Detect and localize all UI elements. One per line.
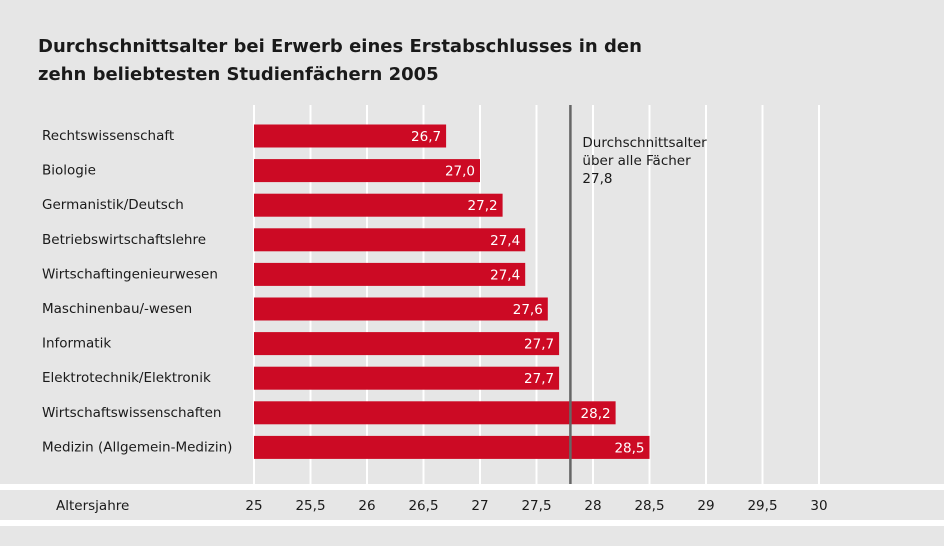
axis-band xyxy=(0,490,944,520)
y-tick-label: Medizin (Allgemein-Medizin) xyxy=(42,439,232,455)
bar-value-label: 27,7 xyxy=(524,337,554,353)
x-tick-label: 29 xyxy=(697,498,714,514)
x-tick-label: 28 xyxy=(584,498,601,514)
bar xyxy=(254,332,560,356)
chart-title: Durchschnittsalter bei Erwerb eines Erst… xyxy=(38,36,642,57)
y-tick-label: Germanistik/Deutsch xyxy=(42,197,184,213)
footer-band xyxy=(0,526,944,546)
bar xyxy=(254,366,560,390)
bar xyxy=(254,435,650,459)
bar-value-label: 27,4 xyxy=(490,267,520,283)
x-axis-label: Altersjahre xyxy=(56,498,129,514)
y-tick-label: Maschinenbau/-wesen xyxy=(42,301,192,317)
bar xyxy=(254,159,480,183)
y-tick-label: Elektrotechnik/Elektronik xyxy=(42,370,211,386)
reference-text: Durchschnittsalter xyxy=(582,135,707,151)
x-tick-label: 26 xyxy=(358,498,375,514)
bar xyxy=(254,401,616,425)
x-tick-label: 26,5 xyxy=(408,498,438,514)
y-tick-label: Biologie xyxy=(42,163,96,179)
x-tick-label: 28,5 xyxy=(634,498,664,514)
bar-value-label: 27,2 xyxy=(468,198,498,214)
bar-value-label: 27,7 xyxy=(524,371,554,387)
y-tick-label: Wirtschaftswissenschaften xyxy=(42,405,221,421)
y-tick-label: Wirtschaftingenieurwesen xyxy=(42,266,218,282)
bar xyxy=(254,297,548,321)
y-tick-label: Rechtswissenschaft xyxy=(42,128,174,144)
x-tick-label: 27,5 xyxy=(521,498,551,514)
bar-value-label: 28,2 xyxy=(581,406,611,422)
chart-title: zehn beliebtesten Studienfächern 2005 xyxy=(38,64,439,85)
bar xyxy=(254,228,526,252)
bar-value-label: 27,4 xyxy=(490,233,520,249)
x-tick-label: 25,5 xyxy=(295,498,325,514)
bar-value-label: 27,0 xyxy=(445,164,475,180)
reference-text: über alle Fächer xyxy=(582,153,691,169)
bar xyxy=(254,124,447,148)
x-tick-label: 25 xyxy=(245,498,262,514)
x-tick-label: 30 xyxy=(810,498,827,514)
x-tick-label: 27 xyxy=(471,498,488,514)
bar-value-label: 28,5 xyxy=(614,440,644,456)
x-tick-label: 29,5 xyxy=(747,498,777,514)
y-tick-label: Betriebswirtschaftslehre xyxy=(42,232,206,248)
bar-value-label: 27,6 xyxy=(513,302,543,318)
reference-value: 27,8 xyxy=(582,171,612,187)
bar-value-label: 26,7 xyxy=(411,129,441,145)
bar xyxy=(254,262,526,286)
y-tick-label: Informatik xyxy=(42,336,111,352)
bar xyxy=(254,193,503,217)
